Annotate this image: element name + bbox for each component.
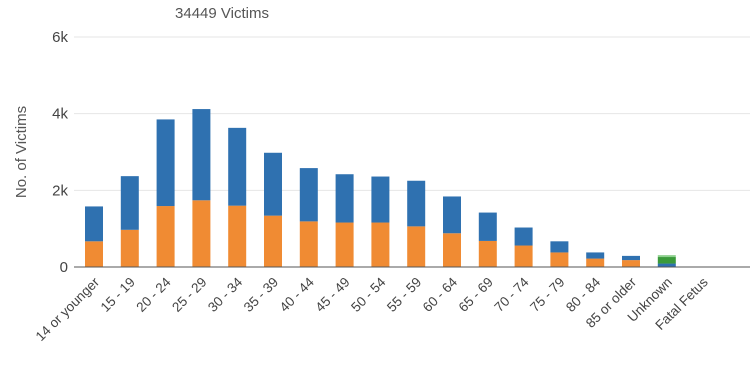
y-tick-label: 4k: [52, 106, 68, 123]
bars: [85, 109, 676, 267]
x-tick-label: 40 - 44: [277, 274, 318, 315]
x-tick-label: 65 - 69: [456, 275, 496, 315]
bar-segment: [85, 206, 103, 242]
bar-segment: [192, 200, 211, 267]
y-tick-label: 6k: [52, 29, 68, 46]
x-tick-label: 35 - 39: [241, 275, 281, 315]
y-tick-label: 2k: [52, 182, 68, 199]
bar-segment: [443, 233, 461, 267]
x-tick-label: 60 - 64: [420, 274, 461, 315]
bar-segment: [299, 221, 318, 267]
bar-segment: [264, 152, 282, 216]
bar-segment: [622, 260, 640, 267]
bar-segment: [335, 174, 354, 223]
bar-segment: [85, 241, 103, 267]
bar-segment: [586, 252, 605, 259]
bar-segment: [371, 222, 390, 267]
x-tick-label: 50 - 54: [348, 274, 389, 315]
bar-segment: [478, 240, 497, 267]
bar-segment: [228, 205, 247, 267]
bar-segment: [514, 227, 533, 246]
bar-segment: [407, 226, 426, 267]
bar-segment: [156, 119, 175, 207]
x-tick-label: 55 - 59: [384, 275, 424, 315]
x-tick-label: 75 - 79: [527, 275, 567, 315]
bar-segment: [586, 258, 605, 267]
bar-segment: [156, 206, 175, 267]
x-tick-label: 30 - 34: [205, 274, 246, 315]
y-tick-labels: 0 2k 4k 6k: [52, 29, 68, 276]
bar-segment: [550, 252, 569, 267]
x-tick-label: 70 - 74: [491, 274, 532, 315]
y-axis-label: No. of Victims: [13, 106, 30, 198]
x-tick-label: 45 - 49: [312, 275, 352, 315]
bar-segment: [120, 176, 139, 230]
bar-segment: [335, 222, 354, 267]
bar-segment: [657, 257, 676, 264]
y-tick-label: 0: [60, 259, 68, 276]
bar-segment: [550, 241, 569, 253]
bar-segment: [657, 263, 676, 267]
bar-segment: [407, 180, 426, 227]
x-tick-label: 15 - 19: [98, 275, 138, 315]
bar-segment: [478, 212, 497, 241]
bar-segment: [299, 168, 318, 222]
x-tick-label: 25 - 29: [169, 275, 209, 315]
bar-segment: [622, 255, 640, 261]
bar-segment: [120, 229, 139, 267]
bar-segment: [228, 127, 247, 206]
bar-segment: [514, 245, 533, 267]
gridlines: [74, 36, 750, 191]
bar-segment: [657, 255, 676, 258]
bar-segment: [371, 176, 390, 223]
bar-segment: [192, 109, 211, 201]
chart-title: 34449 Victims: [175, 5, 269, 22]
bar-segment: [264, 215, 282, 267]
x-tick-label: 20 - 24: [133, 274, 174, 315]
bar-segment: [443, 196, 461, 234]
x-tick-label: 14 or younger: [33, 274, 103, 344]
